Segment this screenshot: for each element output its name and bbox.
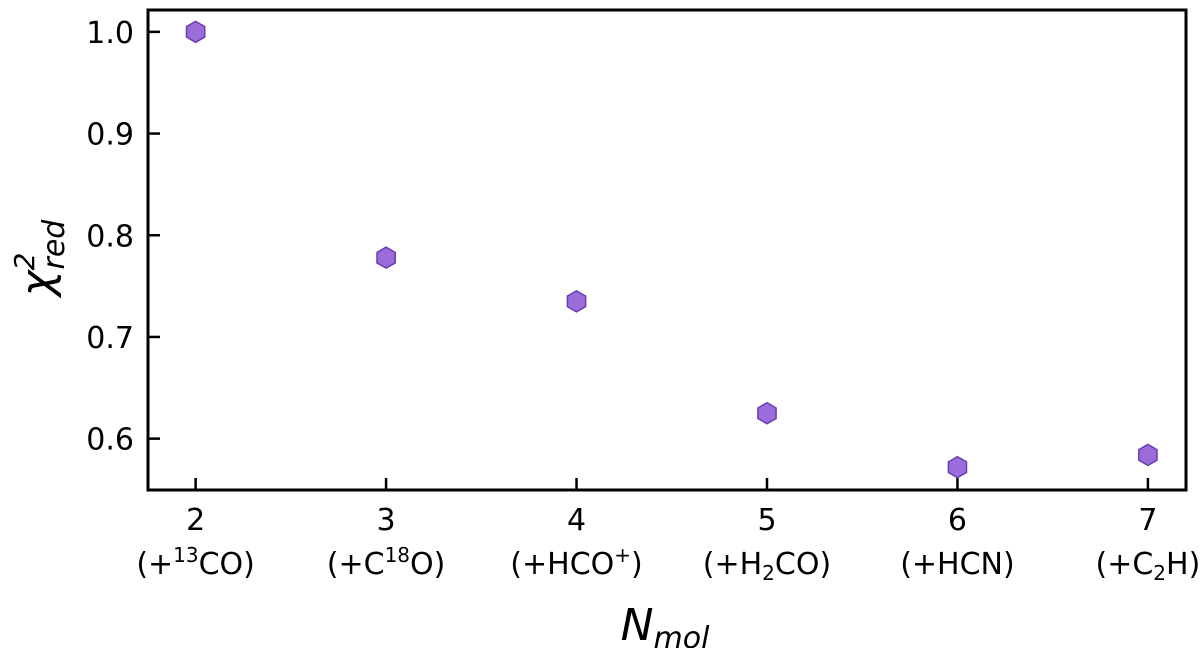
y-tick-label: 0.7 bbox=[86, 321, 134, 356]
plot-frame bbox=[146, 8, 1188, 492]
x-tick-label-prefix: (+HCN bbox=[900, 547, 1003, 582]
data-point bbox=[757, 401, 777, 425]
data-point bbox=[376, 246, 396, 269]
x-tick-molecule-label: (+C2H) bbox=[1096, 547, 1200, 585]
y-tick-label: 0.8 bbox=[86, 219, 134, 254]
x-tick-label-prefix: (+C bbox=[327, 547, 385, 582]
tick-layer: 0.60.70.80.91.02(+13CO)3(+C18O)4(+HCO+)5… bbox=[86, 16, 1200, 585]
x-tick-label-suffix: ) bbox=[243, 547, 255, 582]
x-axis-label: Nmol bbox=[621, 600, 711, 648]
x-tick-number: 2 bbox=[186, 503, 205, 538]
y-tick-label: 0.6 bbox=[86, 423, 134, 458]
x-tick-label-base: O bbox=[410, 547, 434, 582]
x-tick-label-subscript: 2 bbox=[762, 561, 775, 585]
x-tick-molecule-label: (+H2CO) bbox=[703, 547, 831, 585]
x-tick-number: 6 bbox=[948, 503, 967, 538]
x-tick-label-superscript: 18 bbox=[385, 543, 410, 567]
x-tick-number: 7 bbox=[1138, 503, 1157, 538]
point-layer bbox=[185, 20, 1158, 479]
x-tick-label-superscript: 13 bbox=[173, 543, 198, 567]
x-axis-label-subscript: mol bbox=[654, 621, 711, 648]
x-tick-molecule-label: (+HCN) bbox=[900, 547, 1015, 582]
y-axis-label-superscript: 2 bbox=[8, 252, 41, 270]
data-point bbox=[1138, 443, 1158, 467]
y-axis-label: χ2red bbox=[8, 219, 72, 299]
x-tick-molecule-label: (+13CO) bbox=[136, 543, 255, 582]
x-tick-label-base: CO bbox=[199, 547, 244, 582]
x-tick-label-suffix: ) bbox=[631, 547, 643, 582]
x-tick-label-suffix: ) bbox=[434, 547, 446, 582]
data-point bbox=[566, 290, 587, 313]
data-point bbox=[947, 455, 968, 479]
x-tick-label-superscript: + bbox=[614, 543, 631, 567]
x-tick-label-prefix: (+C bbox=[1096, 547, 1154, 582]
y-axis-label-subscript: red bbox=[37, 219, 72, 270]
x-tick-number: 3 bbox=[377, 503, 396, 538]
y-tick-label: 0.9 bbox=[86, 118, 134, 153]
x-tick-label-prefix: (+H bbox=[703, 547, 762, 582]
x-tick-label-base: H) bbox=[1166, 547, 1200, 582]
x-tick-molecule-label: (+C18O) bbox=[327, 543, 446, 582]
x-axis-label-main: N bbox=[621, 600, 654, 648]
x-tick-molecule-label: (+HCO+) bbox=[510, 543, 642, 582]
x-tick-label-prefix: (+ bbox=[136, 547, 173, 582]
x-tick-label-suffix: ) bbox=[819, 547, 831, 582]
x-tick-label-base: CO bbox=[775, 547, 820, 582]
y-axis-label-main: χ bbox=[12, 268, 63, 298]
x-tick-number: 5 bbox=[757, 503, 776, 538]
x-tick-label-subscript: 2 bbox=[1153, 561, 1166, 585]
y-tick-label: 1.0 bbox=[86, 16, 134, 51]
x-tick-label-suffix: ) bbox=[1003, 547, 1015, 582]
x-tick-label-prefix: (+HCO bbox=[510, 547, 614, 582]
x-tick-number: 4 bbox=[567, 503, 586, 538]
data-point bbox=[185, 20, 206, 44]
